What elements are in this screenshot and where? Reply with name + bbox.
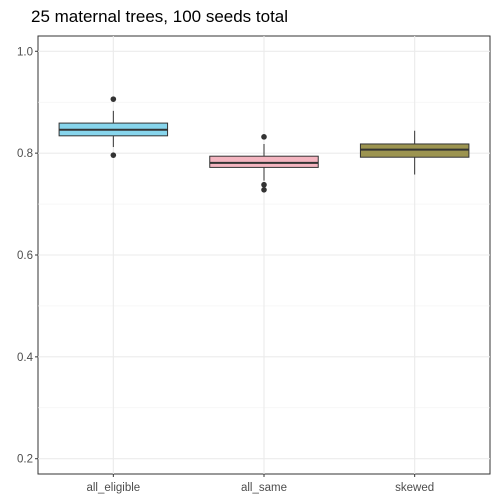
box-skewed <box>359 143 470 158</box>
y-tick-label: 0.4 <box>17 352 34 364</box>
box-series <box>58 96 470 193</box>
y-tick-label: 0.2 <box>17 454 33 466</box>
x-tick-label: all_eligible <box>86 482 140 494</box>
outlier-point <box>261 134 267 140</box>
y-axis: 0.2 0.4 0.6 0.8 1.0 <box>17 46 38 466</box>
chart-title: 25 maternal trees, 100 seeds total <box>31 7 289 26</box>
outlier-point <box>110 96 117 102</box>
x-tick-label: all_same <box>241 482 287 494</box>
outlier-point <box>261 187 267 193</box>
y-tick-label: 0.8 <box>17 148 33 160</box>
outlier-point <box>110 152 117 158</box>
y-tick-label: 0.6 <box>17 250 33 262</box>
y-tick-label: 1.0 <box>17 46 33 58</box>
box-all_same <box>209 155 319 168</box>
x-axis: all_eligible all_same skewed <box>86 474 434 494</box>
x-tick-label: skewed <box>395 482 434 494</box>
outlier-point <box>261 181 267 188</box>
